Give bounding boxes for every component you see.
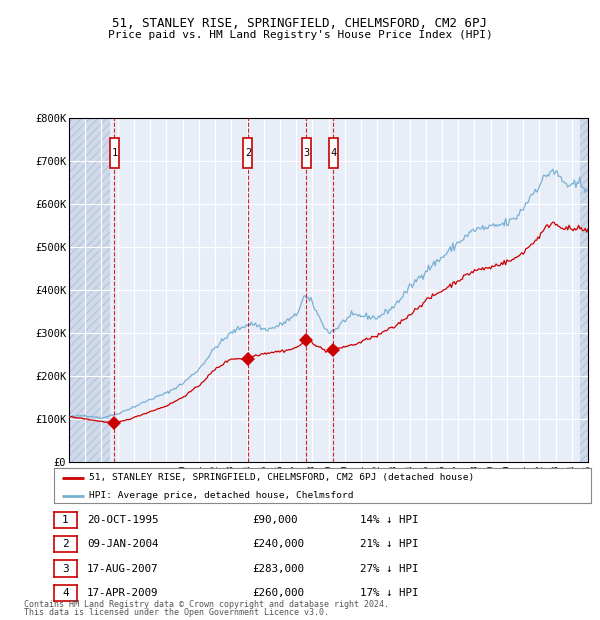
Text: 20-OCT-1995: 20-OCT-1995 xyxy=(87,515,158,525)
Bar xyxy=(69,118,110,462)
Text: 51, STANLEY RISE, SPRINGFIELD, CHELMSFORD, CM2 6PJ (detached house): 51, STANLEY RISE, SPRINGFIELD, CHELMSFOR… xyxy=(89,474,474,482)
Text: This data is licensed under the Open Government Licence v3.0.: This data is licensed under the Open Gov… xyxy=(24,608,329,617)
Text: Contains HM Land Registry data © Crown copyright and database right 2024.: Contains HM Land Registry data © Crown c… xyxy=(24,600,389,609)
Text: 3: 3 xyxy=(303,148,310,158)
Text: 27% ↓ HPI: 27% ↓ HPI xyxy=(360,564,419,574)
FancyBboxPatch shape xyxy=(302,138,311,167)
Text: Price paid vs. HM Land Registry's House Price Index (HPI): Price paid vs. HM Land Registry's House … xyxy=(107,30,493,40)
Text: 1: 1 xyxy=(62,515,69,525)
Text: 3: 3 xyxy=(62,564,69,574)
Text: 17% ↓ HPI: 17% ↓ HPI xyxy=(360,588,419,598)
Text: 4: 4 xyxy=(330,148,337,158)
Text: £90,000: £90,000 xyxy=(252,515,298,525)
Text: £283,000: £283,000 xyxy=(252,564,304,574)
Bar xyxy=(580,118,588,462)
Text: 4: 4 xyxy=(62,588,69,598)
Text: 2: 2 xyxy=(62,539,69,549)
Text: 09-JAN-2004: 09-JAN-2004 xyxy=(87,539,158,549)
Text: 21% ↓ HPI: 21% ↓ HPI xyxy=(360,539,419,549)
Text: 51, STANLEY RISE, SPRINGFIELD, CHELMSFORD, CM2 6PJ: 51, STANLEY RISE, SPRINGFIELD, CHELMSFOR… xyxy=(113,17,487,30)
Text: £260,000: £260,000 xyxy=(252,588,304,598)
Text: 17-APR-2009: 17-APR-2009 xyxy=(87,588,158,598)
Text: HPI: Average price, detached house, Chelmsford: HPI: Average price, detached house, Chel… xyxy=(89,491,353,500)
FancyBboxPatch shape xyxy=(329,138,338,167)
Text: 14% ↓ HPI: 14% ↓ HPI xyxy=(360,515,419,525)
FancyBboxPatch shape xyxy=(110,138,119,167)
FancyBboxPatch shape xyxy=(244,138,253,167)
Text: 17-AUG-2007: 17-AUG-2007 xyxy=(87,564,158,574)
Text: 1: 1 xyxy=(111,148,118,158)
Text: £240,000: £240,000 xyxy=(252,539,304,549)
Text: 2: 2 xyxy=(245,148,251,158)
